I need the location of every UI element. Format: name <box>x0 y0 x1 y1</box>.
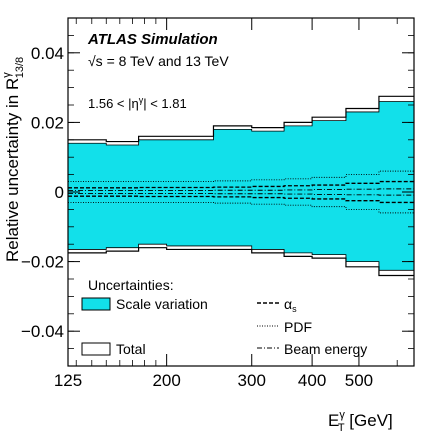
legend-label-alphas: αs <box>284 296 297 314</box>
legend-title: Uncertainties: <box>88 277 174 293</box>
axes: −0.04 −0.02 0 0.02 0.04 125 200 300 400 500 <box>21 17 415 390</box>
y-tick-label: −0.04 <box>21 322 64 341</box>
scale-variation-band <box>68 101 414 271</box>
pdf-upper-line <box>68 170 414 183</box>
y-tick-label: 0 <box>55 183 64 202</box>
region-label: 1.56 < |ηγ| < 1.81 <box>88 95 187 111</box>
beam-energy-lower-line <box>68 192 414 196</box>
beam-energy-upper-line <box>68 188 414 192</box>
x-axis-title: Eγ T [GeV] <box>328 409 393 434</box>
alphas-lower-line <box>68 195 414 204</box>
y-tick-label: −0.02 <box>21 253 64 272</box>
scale-lower-edge <box>68 243 414 271</box>
legend-label-total: Total <box>116 341 146 357</box>
alphas-upper-line <box>68 180 414 189</box>
legend-label-beam: Beam energy <box>284 341 367 357</box>
y-axis-title: Relative uncertainty in Rγ13/8 <box>1 57 26 262</box>
uncertainty-bands <box>68 96 414 276</box>
legend-swatch-scale <box>81 297 111 311</box>
x-tick-label: 125 <box>54 371 82 390</box>
x-tick-label: 400 <box>298 371 326 390</box>
uncertainty-lines <box>68 95 414 277</box>
x-tick-label: 500 <box>345 371 373 390</box>
energy-label: √s = 8 TeV and 13 TeV <box>88 53 229 69</box>
x-tick-label: 300 <box>238 371 266 390</box>
experiment-label: ATLAS Simulation <box>87 31 218 48</box>
y-tick-label: 0.04 <box>31 44 64 63</box>
legend: Uncertainties: Scale variation Total αs … <box>81 277 367 357</box>
x-tick-label: 200 <box>152 371 180 390</box>
total-lower-edge <box>68 247 414 277</box>
scale-upper-edge <box>68 101 414 146</box>
legend-label-pdf: PDF <box>284 319 312 335</box>
y-tick-label: 0.02 <box>31 113 64 132</box>
pdf-lower-line <box>68 201 414 214</box>
legend-swatch-total <box>81 342 111 356</box>
legend-label-scale: Scale variation <box>116 296 208 312</box>
